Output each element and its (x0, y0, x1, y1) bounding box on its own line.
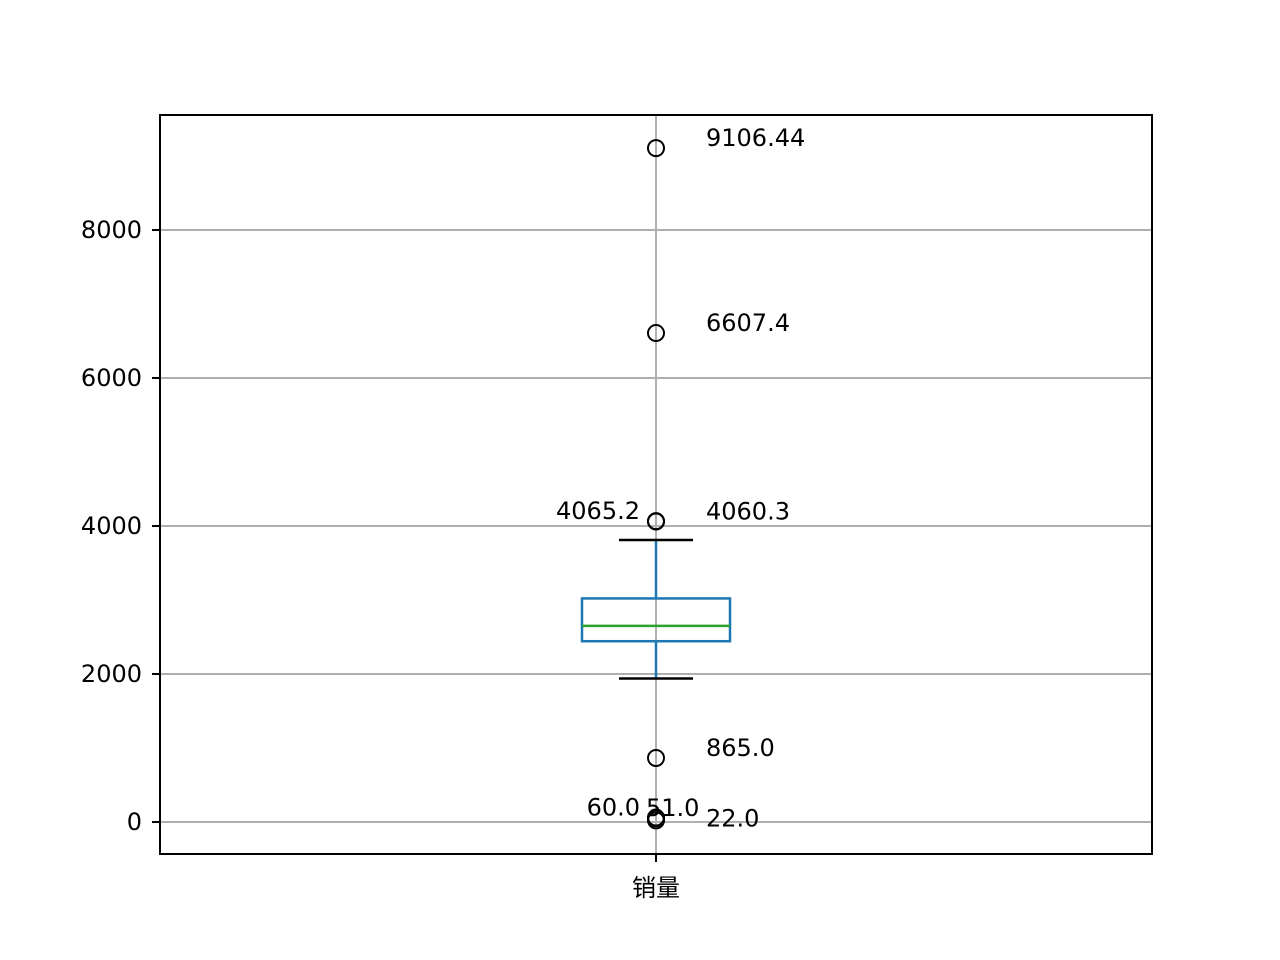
outlier-annotation: 51.0 (646, 794, 699, 822)
interquartile-box (580, 597, 732, 643)
grid-lines (160, 115, 1152, 854)
outlier-annotation: 6607.4 (706, 309, 790, 337)
outlier-annotation: 865.0 (706, 734, 775, 762)
box-group (580, 538, 732, 680)
outlier-annotation: 9106.44 (706, 124, 805, 152)
x-category-label: 销量 (632, 874, 680, 902)
y-tick-label: 4000 (81, 512, 142, 540)
y-tick-label: 2000 (81, 660, 142, 688)
outlier-point (647, 512, 665, 531)
outlier-point (647, 324, 665, 343)
y-tick-label: 6000 (81, 364, 142, 392)
outlier-annotation: 4060.3 (706, 498, 790, 526)
y-tick-label: 0 (127, 808, 142, 836)
outlier-point (647, 139, 665, 158)
outlier-points (647, 139, 665, 830)
outlier-point (647, 748, 665, 767)
outlier-annotation: 60.0 (587, 794, 640, 822)
outlier-annotations: 9106.44 6607.4 4065.2 4060.3 865.0 60.0 51.0 22… (556, 124, 805, 832)
y-axis-ticks: 0 2000 4000 6000 8000 (81, 216, 160, 836)
outlier-point (647, 811, 665, 830)
outlier-annotation: 4065.2 (556, 497, 640, 525)
y-tick-label: 8000 (81, 216, 142, 244)
outlier-annotation: 22.0 (706, 804, 759, 832)
x-axis-ticks: 销量 (632, 854, 680, 902)
